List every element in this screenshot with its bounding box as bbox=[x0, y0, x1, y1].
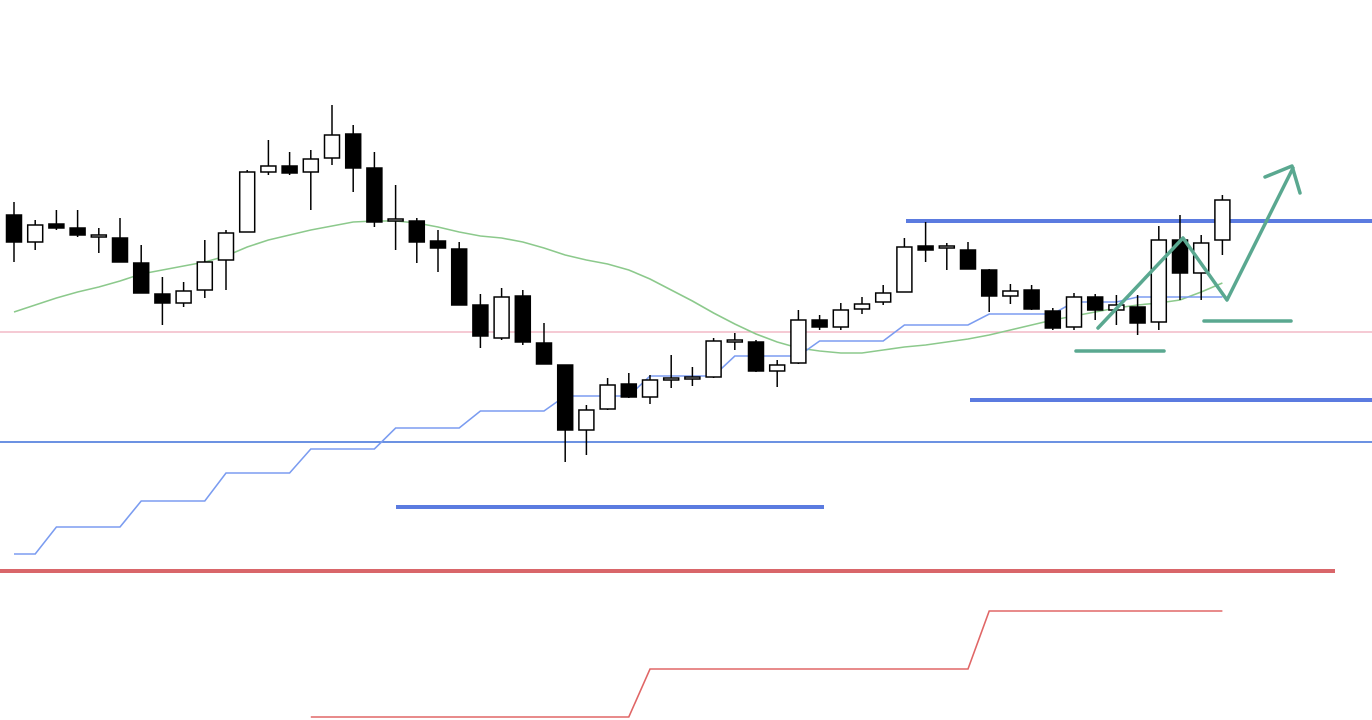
candle-body bbox=[1065, 296, 1083, 328]
candle-body bbox=[1002, 290, 1019, 297]
candle-body bbox=[450, 248, 468, 306]
candle-body bbox=[154, 293, 171, 304]
candle-body bbox=[896, 246, 913, 293]
candle-body bbox=[535, 342, 553, 365]
candle-body bbox=[238, 171, 256, 233]
candle-body bbox=[747, 341, 765, 372]
candle-body bbox=[260, 165, 277, 173]
candle-body bbox=[90, 234, 108, 238]
candle-body bbox=[429, 240, 447, 249]
candle-body bbox=[1129, 306, 1146, 324]
candle-body bbox=[323, 134, 341, 159]
candle-body bbox=[917, 245, 934, 251]
candle-body bbox=[556, 364, 574, 431]
candle-body bbox=[196, 261, 214, 291]
candle-body bbox=[493, 296, 510, 339]
indicator-line bbox=[14, 296, 1223, 555]
candle-body bbox=[5, 214, 23, 243]
candle-body bbox=[578, 409, 595, 431]
candle-body bbox=[111, 237, 129, 263]
trend-arrow bbox=[1096, 166, 1295, 330]
candle-body bbox=[217, 232, 235, 261]
candle-body bbox=[408, 220, 426, 243]
drawing bbox=[1074, 164, 1302, 353]
candle-body bbox=[472, 304, 489, 337]
candle-body bbox=[599, 384, 616, 410]
candle-body bbox=[980, 269, 998, 297]
candle-body bbox=[768, 364, 786, 372]
candle-body bbox=[48, 223, 65, 229]
candle-body bbox=[726, 339, 744, 343]
indicator-line bbox=[13, 220, 1223, 354]
candle-body bbox=[790, 319, 807, 364]
candle-body bbox=[832, 309, 850, 328]
candle-body bbox=[387, 218, 404, 222]
candle-body bbox=[1044, 310, 1062, 329]
candle-body bbox=[620, 383, 638, 398]
candles bbox=[5, 105, 1231, 462]
candle-body bbox=[1192, 242, 1210, 274]
overlays bbox=[13, 220, 1223, 718]
candle-body bbox=[175, 290, 192, 304]
candle-body bbox=[1086, 296, 1104, 311]
candle-body bbox=[811, 319, 828, 328]
candle-body bbox=[705, 340, 722, 378]
candle-body bbox=[959, 249, 977, 270]
candle-body bbox=[1150, 239, 1168, 323]
candle-body bbox=[366, 167, 383, 223]
candle-body bbox=[853, 303, 871, 310]
candle-body bbox=[514, 295, 532, 343]
candle-body bbox=[281, 165, 298, 174]
candle-body bbox=[26, 224, 44, 243]
candle-body bbox=[684, 376, 701, 380]
indicator-line bbox=[310, 610, 1223, 718]
candle-body bbox=[344, 133, 362, 169]
candle-body bbox=[69, 227, 86, 236]
candle-body bbox=[302, 158, 320, 173]
candle-body bbox=[938, 245, 956, 249]
candle-body bbox=[641, 379, 659, 398]
arrow-head bbox=[1263, 164, 1302, 195]
candle-body bbox=[132, 262, 150, 294]
candle-body bbox=[1023, 289, 1040, 310]
candle-body bbox=[874, 292, 892, 303]
candle-body bbox=[662, 377, 680, 381]
candle-body bbox=[1214, 199, 1231, 241]
